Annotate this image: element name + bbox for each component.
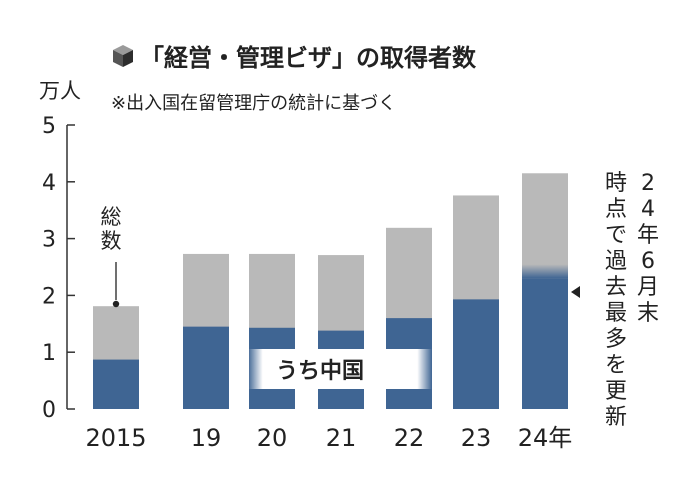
china-label: うち中国 bbox=[276, 359, 364, 384]
title-text: 「経営・管理ビザ」の取得者数 bbox=[140, 44, 477, 72]
subtitle-text: ※出入国在留管理庁の統計に基づく bbox=[111, 93, 396, 114]
total-leader-dot bbox=[112, 300, 120, 308]
x-tick-label: 22 bbox=[394, 424, 425, 452]
x-tick-label: 2015 bbox=[85, 424, 146, 452]
x-tick-label: 24年 bbox=[518, 424, 573, 452]
pointer-triangle bbox=[571, 286, 580, 298]
y-tick-label: 2 bbox=[42, 284, 56, 309]
y-tick-label: 1 bbox=[42, 341, 56, 366]
x-tick-label: 20 bbox=[257, 424, 288, 452]
x-tick-label: 23 bbox=[461, 424, 492, 452]
bar-china-fade bbox=[522, 264, 568, 279]
bar-china-23 bbox=[453, 299, 499, 409]
note-column-2: 時点で過去最多を更新 bbox=[605, 171, 627, 430]
x-axis-labels: 2015 19 20 21 22 23 24年 bbox=[85, 424, 572, 452]
y-tick-label: 5 bbox=[42, 114, 56, 139]
y-axis-unit: 万人 bbox=[39, 79, 81, 103]
x-tick-label: 19 bbox=[191, 424, 222, 452]
china-label-bg bbox=[248, 349, 432, 389]
y-axis: 0 1 2 3 4 5 bbox=[42, 114, 75, 423]
total-label: 総数 bbox=[101, 205, 122, 253]
bar-china-2015 bbox=[93, 359, 139, 409]
y-tick-label: 3 bbox=[42, 228, 56, 253]
bar-china-19 bbox=[183, 326, 229, 409]
chart-title: 「経営・管理ビザ」の取得者数 bbox=[113, 44, 477, 72]
total-annotation: 総数 bbox=[101, 205, 122, 308]
cube-icon bbox=[113, 45, 133, 67]
y-tick-label: 0 bbox=[42, 398, 56, 423]
bar-china-24年 bbox=[522, 278, 568, 409]
x-tick-label: 21 bbox=[326, 424, 357, 452]
y-tick-label: 4 bbox=[42, 171, 56, 196]
china-annotation: うち中国 bbox=[248, 349, 432, 389]
note-column-1: 2 4 年 6 月末 bbox=[637, 171, 659, 326]
